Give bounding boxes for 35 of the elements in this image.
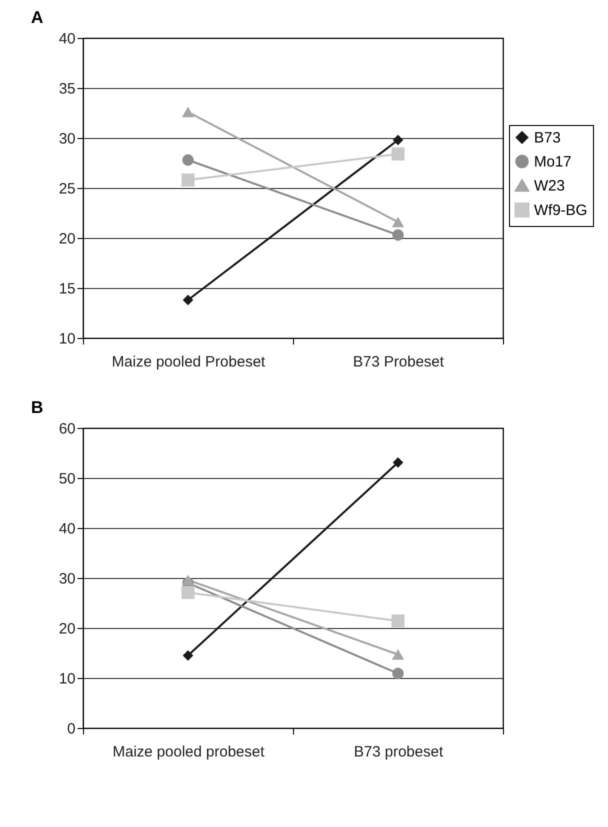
legend-label: B73 xyxy=(534,130,561,146)
point xyxy=(392,668,404,680)
y-tick-label: 10 xyxy=(58,330,76,348)
y-tick-label: 50 xyxy=(58,470,76,488)
y-tick-label: 0 xyxy=(67,720,76,738)
y-tick-label: 20 xyxy=(58,620,76,638)
y-tick-label: 25 xyxy=(58,180,76,198)
y-tick-label: 30 xyxy=(58,570,76,588)
point xyxy=(182,294,194,306)
point xyxy=(391,614,405,628)
point xyxy=(392,134,404,146)
point xyxy=(181,586,195,600)
y-tick-label: 60 xyxy=(58,420,76,438)
point xyxy=(392,457,404,468)
x-tick-label: B73 Probeset xyxy=(353,354,445,370)
chart-title: A xyxy=(31,8,44,27)
y-tick-label: 10 xyxy=(58,670,76,688)
y-tick-label: 30 xyxy=(58,130,76,148)
legend-label: Wf9-BG xyxy=(534,202,588,219)
y-tick-label: 20 xyxy=(58,230,76,248)
y-tick-label: 40 xyxy=(58,520,76,538)
legend-label: Mo17 xyxy=(534,154,572,170)
legend-label: W23 xyxy=(534,178,565,194)
point xyxy=(182,154,194,166)
y-tick-label: 35 xyxy=(58,80,76,98)
chart-title: B xyxy=(31,398,44,417)
y-tick-label: 15 xyxy=(58,280,76,298)
x-tick-label: Maize pooled probeset xyxy=(112,744,266,760)
x-tick-label: B73 probeset xyxy=(354,744,444,760)
point xyxy=(182,650,194,661)
point xyxy=(392,229,404,241)
point xyxy=(181,173,195,187)
point xyxy=(391,147,405,161)
x-tick-label: Maize pooled Probeset xyxy=(112,354,266,370)
y-tick-label: 40 xyxy=(58,30,76,48)
